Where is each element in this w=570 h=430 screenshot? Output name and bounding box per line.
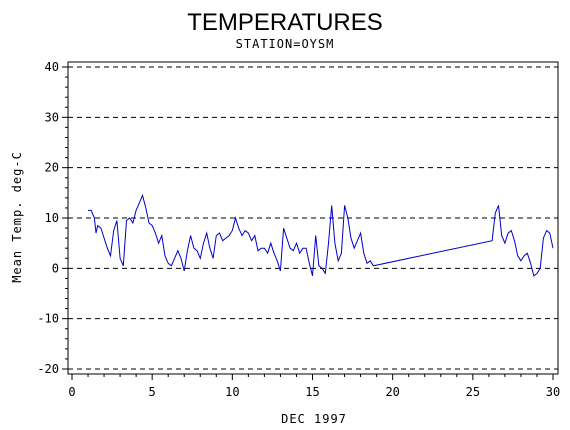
temperature-series-line [88, 193, 554, 277]
y-tick-label: 10 [45, 211, 59, 225]
chart-title: TEMPERATURES [187, 9, 383, 36]
y-tick-label: 30 [45, 110, 59, 124]
x-tick-label: 5 [149, 385, 156, 399]
x-axis: 0 5 10 15 20 25 30 [68, 374, 560, 399]
y-tick-label: 0 [52, 261, 59, 275]
y-tick-label: -20 [37, 362, 59, 376]
y-axis: -20 -10 0 10 20 30 40 [37, 60, 68, 376]
grid-lines [68, 66, 558, 370]
x-axis-label: DEC 1997 [281, 412, 347, 426]
x-tick-label: 30 [546, 385, 560, 399]
x-tick-label: 10 [225, 385, 239, 399]
series-group [88, 193, 554, 277]
x-tick-label: 0 [68, 385, 75, 399]
x-tick-label: 25 [466, 385, 480, 399]
y-tick-label: 40 [45, 60, 59, 74]
y-tick-label: 20 [45, 161, 59, 175]
y-tick-label: -10 [37, 312, 59, 326]
x-tick-label: 20 [385, 385, 399, 399]
x-tick-label: 15 [305, 385, 319, 399]
y-axis-label: Mean Temp. deg-C [10, 151, 24, 283]
chart-subtitle: STATION=OYSM [236, 37, 335, 51]
